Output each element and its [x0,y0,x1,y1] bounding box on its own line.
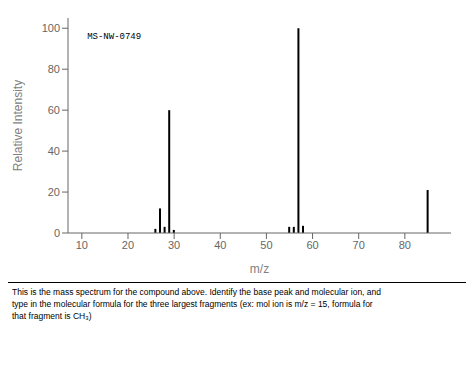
svg-text:m/z: m/z [250,262,269,276]
svg-text:20: 20 [122,239,134,251]
svg-text:80: 80 [399,239,411,251]
svg-text:10: 10 [76,239,88,251]
svg-text:100: 100 [42,22,60,34]
svg-text:60: 60 [48,104,60,116]
svg-text:60: 60 [306,239,318,251]
html-text:This is the mass spectrum for: This is the mass spectrum for the compou… [12,287,381,297]
svg-text:Relative Intensity: Relative Intensity [11,80,25,171]
html-text:MS-NW-0749: MS-NW-0749 [87,32,142,42]
svg-text:50: 50 [260,239,272,251]
svg-text:20: 20 [48,186,60,198]
html-text:type in the molecular formula: type in the molecular formula for the th… [12,298,373,309]
svg-text:40: 40 [214,239,226,251]
svg-text:0: 0 [54,227,60,239]
svg-text:80: 80 [48,63,60,75]
svg-text:70: 70 [353,239,365,251]
svg-text:30: 30 [168,239,180,251]
svg-text:40: 40 [48,145,60,157]
html-text:that fragment is CH₃): that fragment is CH₃) [12,310,92,321]
